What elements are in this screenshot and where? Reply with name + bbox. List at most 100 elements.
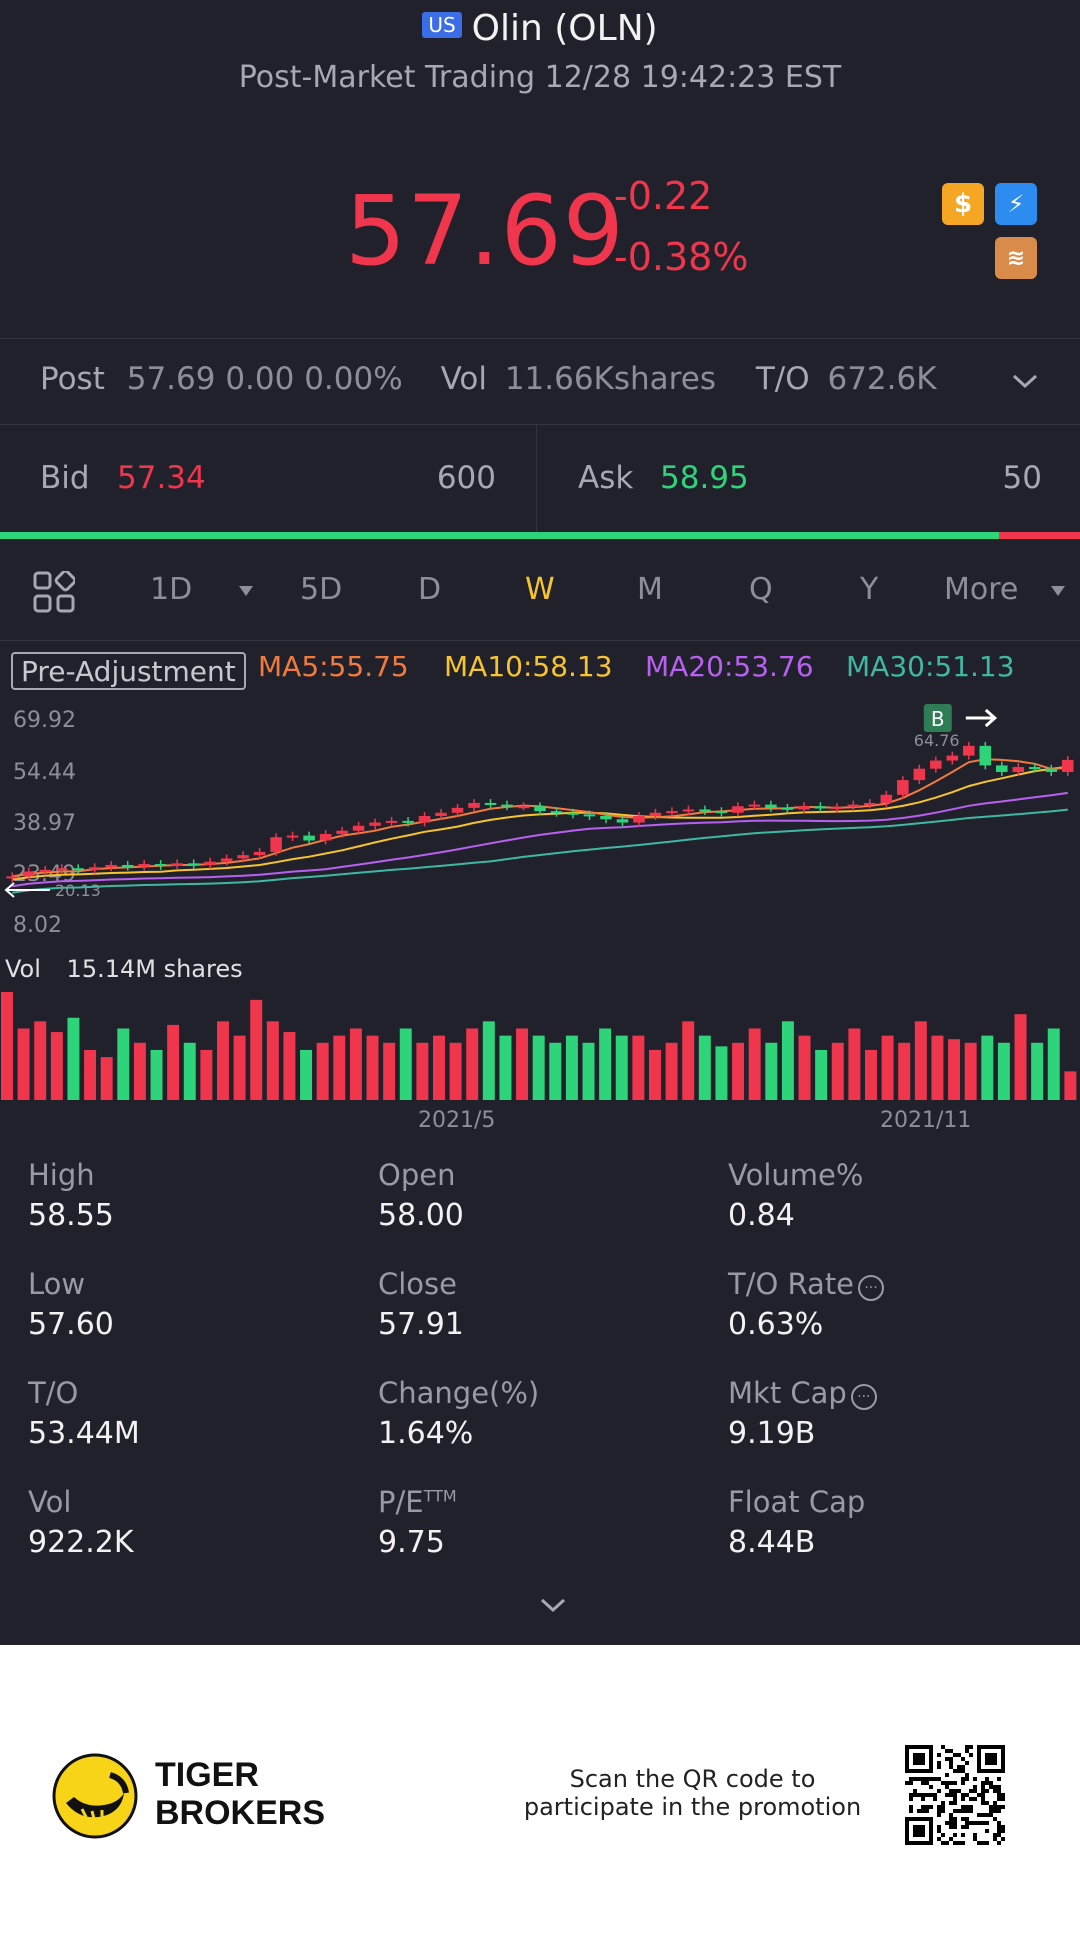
tab-more[interactable]: More [944,572,1019,607]
stock-name: Olin (OLN) [471,8,658,49]
buy-badge[interactable] [923,704,952,733]
chevron-down-icon[interactable] [1010,368,1040,394]
caret-down-icon[interactable] [1050,585,1066,597]
candle-body [220,858,233,862]
volume-bar [748,1028,761,1100]
candle-body [6,876,19,879]
volume-bar [765,1042,778,1100]
volume-bar [964,1042,977,1100]
candle-body [468,802,480,808]
quote-screen: US Olin (OLN) Post-Market Trading 12/28 1… [0,0,1080,1645]
info-icon[interactable]: ··· [850,1384,877,1410]
caret-down-icon[interactable] [238,585,254,597]
bid-label: Bid [40,460,90,496]
volume-bar [948,1039,961,1100]
candle-body [154,863,167,866]
candle-body [517,806,530,809]
volume-bar [815,1049,828,1100]
candle-body [435,812,447,817]
qr-code[interactable] [905,1745,1005,1845]
candle-body [814,806,827,809]
candle-body [352,825,365,831]
candle-body [946,755,959,761]
volume-bar [881,1035,894,1100]
tab-d[interactable]: D [418,572,442,607]
candle-body [369,822,381,826]
ma30-line [12,808,1068,894]
volume-bar [117,1028,130,1100]
tab-y[interactable]: Y [860,572,879,607]
tab-w[interactable]: W [525,572,555,607]
candle-body [963,745,975,756]
ma20-label: MA20:53.76 [645,650,814,683]
volume-bar [698,1035,711,1100]
candle-body [385,820,398,823]
volume-bar [848,1028,861,1100]
volume-bar [333,1035,346,1100]
stat-label-text: T/O Rate [728,1267,855,1301]
promo-footer: TIGER BROKERS Scan the QR code to partic… [0,1645,1080,1946]
dollar-icon[interactable]: $ [942,183,984,225]
stat-label: Float Cap [728,1485,866,1519]
grid-icon[interactable] [33,571,75,613]
volume-bar [715,1046,728,1100]
brand-line-1: TIGER [155,1756,259,1794]
info-icon[interactable]: ··· [858,1275,885,1301]
candle-body [121,864,134,867]
volume-bar [449,1042,462,1100]
volume-chart [1,992,1077,1100]
candle-body [534,806,546,812]
volume-bar [383,1042,396,1100]
volume-bar [931,1035,944,1100]
candle-body [187,863,200,866]
candle-body [649,812,662,817]
pre-adjustment-toggle[interactable]: Pre-Adjustment [11,652,246,690]
bid-ask-ratio-bar [0,532,1080,539]
candle-body [319,833,332,841]
layers-icon[interactable]: ≋ [995,237,1037,279]
stat-value: 57.60 [28,1307,114,1342]
volume-bar [133,1042,146,1100]
volume-bar [217,1021,229,1100]
post-label: Post [40,361,105,397]
stat-label: T/O [28,1376,79,1410]
buy-badge-label: B [931,707,945,731]
candle-body [567,812,579,815]
volume-bar [316,1042,329,1100]
stat-value: 53.44M [28,1416,140,1451]
promo-text: Scan the QR code to participate in the p… [520,1765,865,1821]
tab-m[interactable]: M [637,572,663,607]
tab-1d[interactable]: 1D [150,572,193,607]
candle-body [138,863,150,867]
candle-body [748,804,761,807]
volume-bar [416,1042,429,1100]
volume-bar [433,1035,445,1100]
candle-body [1012,767,1025,772]
candle-body [996,765,1008,772]
candle-body [72,868,84,871]
volume-bar [1064,1071,1077,1100]
tab-5d[interactable]: 5D [300,572,343,607]
expand-chevron-icon[interactable] [538,1595,568,1617]
lightning-icon[interactable]: ⚡ [995,183,1037,225]
candle-body [583,814,596,817]
candle-body [699,809,711,812]
price-change-percent: -0.38% [614,235,749,279]
volume-bar [1,992,13,1100]
price-axis-label: 8.02 [13,913,62,938]
volume-bar [300,1049,313,1100]
price-axis-label: 69.92 [13,708,76,733]
candle-body [765,804,777,808]
volume-bar [732,1042,745,1100]
price-axis-label: 38.97 [13,811,76,836]
volume-bar [582,1042,595,1100]
volume-bar [615,1035,628,1100]
volume-bar [798,1035,811,1100]
candle-body [237,855,249,859]
stat-label: P/ETTM [378,1485,457,1519]
price-chart[interactable]: B64.76 20.13 [0,700,1080,945]
candle-body [55,868,68,871]
tab-q[interactable]: Q [749,572,773,607]
candle-body [798,806,810,810]
volume-bar [17,1028,30,1100]
